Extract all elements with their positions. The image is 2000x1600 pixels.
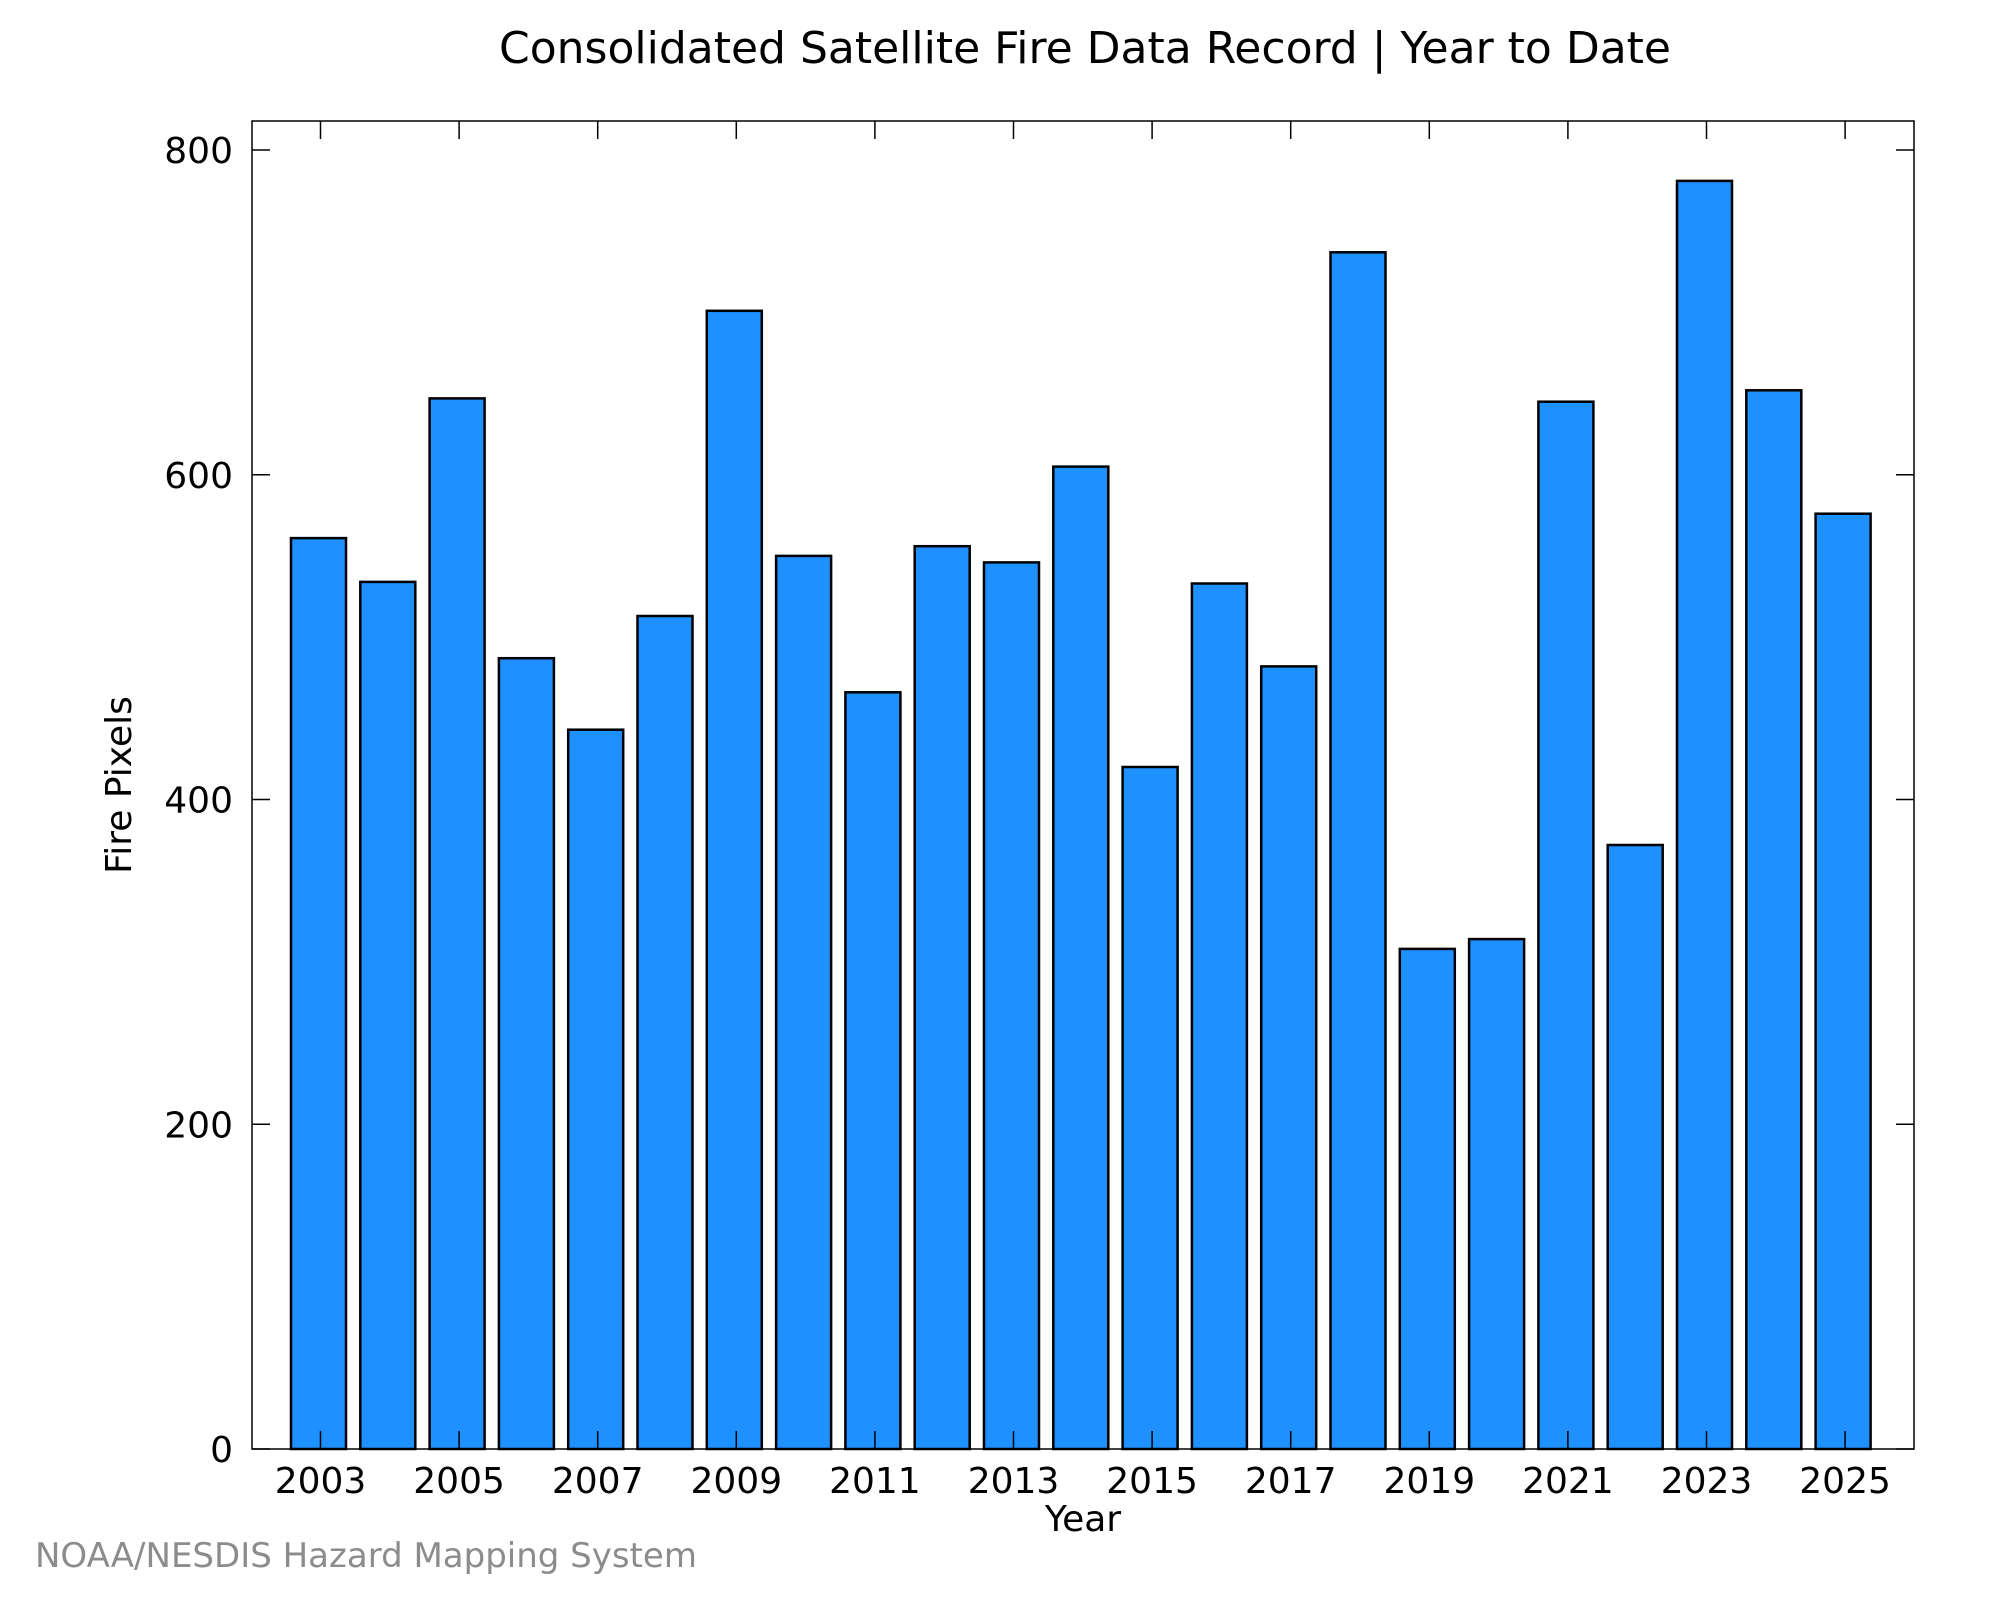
x-tick-label-2007: 2007 — [552, 1461, 644, 1502]
y-axis-label: Fire Pixels — [99, 696, 140, 874]
bar-2015 — [1121, 765, 1179, 1451]
chart-title: Consolidated Satellite Fire Data Record … — [499, 23, 1671, 74]
x-tick-label-2021: 2021 — [1522, 1461, 1614, 1502]
y-tick-label-0: 0 — [210, 1430, 233, 1471]
bar-2016 — [1190, 582, 1249, 1451]
bar-2022 — [1606, 843, 1664, 1451]
bar-2006 — [497, 656, 556, 1451]
bar-2004 — [359, 580, 417, 1451]
bar-2012 — [913, 544, 971, 1451]
bar-2008 — [636, 614, 694, 1451]
x-tick-label-2009: 2009 — [690, 1461, 782, 1502]
bar-2007 — [566, 728, 625, 1451]
x-tick-label-2023: 2023 — [1661, 1461, 1753, 1502]
bar-2009 — [705, 309, 764, 1451]
x-tick-label-2003: 2003 — [275, 1461, 367, 1502]
x-tick-label-2019: 2019 — [1383, 1461, 1475, 1502]
x-tick-label-2005: 2005 — [413, 1461, 505, 1502]
bar-2011 — [844, 691, 902, 1451]
bar-2025 — [1814, 512, 1872, 1451]
bar-2021 — [1537, 400, 1595, 1451]
bar-2018 — [1329, 251, 1387, 1451]
bar-2019 — [1398, 947, 1457, 1451]
bar-2013 — [982, 561, 1041, 1451]
credit-text: NOAA/NESDIS Hazard Mapping System — [35, 1536, 697, 1576]
bar-2017 — [1259, 665, 1318, 1451]
bar-2014 — [1052, 465, 1110, 1451]
y-tick-label-200: 200 — [164, 1105, 233, 1146]
x-tick-label-2015: 2015 — [1106, 1461, 1198, 1502]
y-tick-label-400: 400 — [164, 781, 233, 822]
y-tick-label-800: 800 — [164, 131, 233, 172]
bar-2003 — [289, 536, 348, 1451]
x-axis: 2003 2005 2007 2009 2011 2013 2015 2017 2019 2021… — [275, 121, 1891, 1502]
plot-frame — [251, 120, 1915, 1450]
x-axis-label: Year — [1044, 1499, 1121, 1540]
x-tick-label-2011: 2011 — [829, 1461, 921, 1502]
bar-2024 — [1745, 389, 1803, 1451]
bar-2010 — [774, 554, 833, 1451]
x-tick-label-2013: 2013 — [968, 1461, 1060, 1502]
y-axis: 0 200 400 600 800 — [164, 131, 1914, 1471]
bar-2005 — [428, 397, 486, 1451]
x-tick-label-2025: 2025 — [1799, 1461, 1891, 1502]
bars-group — [289, 179, 1872, 1451]
bar-2023 — [1675, 179, 1734, 1451]
y-tick-label-600: 600 — [164, 456, 233, 497]
bar-2020 — [1467, 937, 1526, 1451]
x-tick-label-2017: 2017 — [1245, 1461, 1337, 1502]
